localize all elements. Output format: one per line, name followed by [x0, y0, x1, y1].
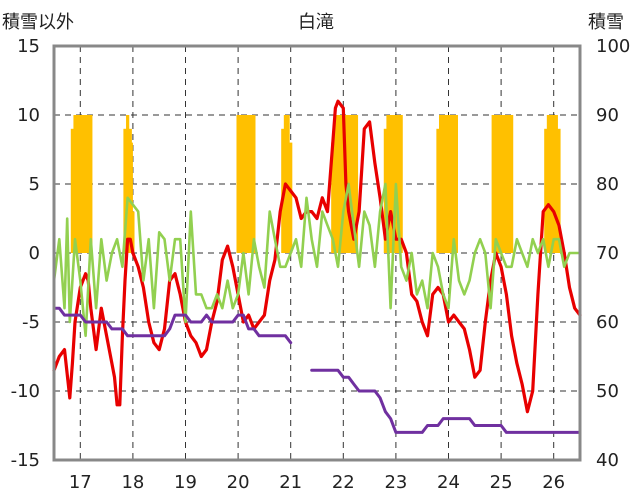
snow-bar [389, 115, 393, 253]
snow-bar [289, 142, 293, 253]
snow-bar [241, 115, 245, 253]
left-axis-label: 積雪以外 [2, 12, 74, 33]
snow-bar [438, 115, 443, 253]
x-tick-label: 19 [174, 472, 197, 493]
right-tick-label: 90 [596, 105, 619, 126]
snow-bar [449, 115, 453, 253]
snow-bar [339, 115, 343, 253]
x-tick-label: 22 [332, 472, 355, 493]
snow-bar [507, 115, 511, 253]
snow-bar [552, 115, 556, 253]
x-tick-label: 18 [121, 472, 144, 493]
right-axis-label: 積雪 [588, 12, 624, 33]
right-tick-label: 80 [596, 174, 619, 195]
snow-bar [499, 115, 503, 253]
x-tick-label: 25 [490, 472, 513, 493]
left-tick-label: 10 [17, 105, 40, 126]
right-tick-label: 50 [596, 381, 619, 402]
left-tick-label: -10 [11, 381, 40, 402]
snow-bar [126, 115, 130, 253]
snow-bar [544, 128, 548, 253]
snow-bar [454, 115, 459, 253]
left-tick-label: -15 [11, 450, 40, 471]
snow-bar [129, 142, 133, 253]
left-tick-label: -5 [22, 312, 40, 333]
snow-bar [452, 115, 456, 253]
snow-bar [81, 115, 85, 253]
right-tick-label: 70 [596, 243, 619, 264]
snow-bar [354, 115, 359, 253]
x-tick-label: 17 [69, 472, 92, 493]
snow-bar [399, 115, 403, 253]
snow-bar [247, 115, 251, 253]
snow-bar [286, 115, 290, 253]
left-tick-label: 5 [29, 174, 40, 195]
snow-bar [89, 115, 93, 253]
right-tick-label: 100 [596, 36, 630, 57]
right-tick-label: 60 [596, 312, 619, 333]
snow-bar [491, 115, 495, 253]
snow-bar [131, 211, 135, 253]
snow-bar [336, 115, 340, 253]
snow-bar [441, 115, 445, 253]
purple-series-line [52, 306, 582, 434]
left-tick-label: 0 [29, 243, 40, 264]
snow-bar [557, 128, 561, 253]
x-tick-label: 26 [542, 472, 565, 493]
snow-bar [341, 115, 345, 253]
snow-bar [73, 115, 77, 253]
snow-bar [504, 115, 508, 253]
snow-bar [554, 115, 558, 253]
snow-bar [546, 115, 551, 253]
snow-bar [510, 115, 514, 253]
snow-bar [352, 115, 356, 253]
snow-bar [86, 115, 90, 253]
snow-bar [249, 115, 253, 253]
snow-bar [549, 115, 553, 253]
snow-bar [252, 115, 256, 253]
snow-bar [78, 115, 82, 253]
right-tick-label: 40 [596, 450, 619, 471]
snow-bar [331, 142, 335, 253]
snow-bar [244, 115, 248, 253]
green-series-line [52, 182, 582, 338]
snow-bar [83, 115, 88, 253]
x-tick-label: 20 [227, 472, 250, 493]
x-tick-label: 23 [384, 472, 407, 493]
snow-bar [236, 115, 240, 253]
snow-bar [444, 115, 448, 253]
snow-bar [386, 115, 390, 253]
snow-bar [502, 115, 506, 253]
snow-bar [396, 115, 401, 253]
left-tick-label: 15 [17, 36, 40, 57]
x-tick-label: 21 [279, 472, 302, 493]
snow-bar [496, 115, 501, 253]
snow-bar [76, 115, 80, 253]
snow-bar [436, 128, 440, 253]
chart-title: 白滝 [298, 12, 334, 33]
snow-bar [349, 115, 353, 253]
snow-bar [446, 115, 451, 253]
snow-bar [333, 115, 338, 253]
snow-bar [494, 115, 498, 253]
snow-bar [70, 128, 75, 253]
x-tick-label: 24 [437, 472, 460, 493]
snow-bar [391, 115, 395, 253]
plot-frame [52, 44, 582, 462]
snow-bar [239, 115, 243, 253]
snow-bar [123, 128, 127, 253]
